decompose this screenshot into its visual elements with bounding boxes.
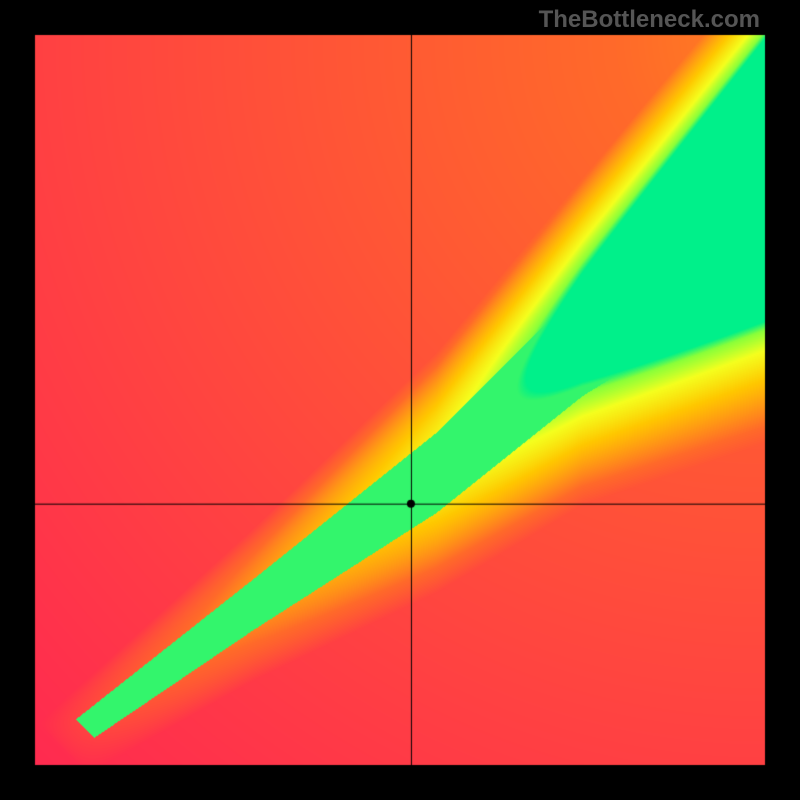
chart-container: TheBottleneck.com [0, 0, 800, 800]
heatmap-canvas [0, 0, 800, 800]
watermark-text: TheBottleneck.com [539, 6, 760, 34]
